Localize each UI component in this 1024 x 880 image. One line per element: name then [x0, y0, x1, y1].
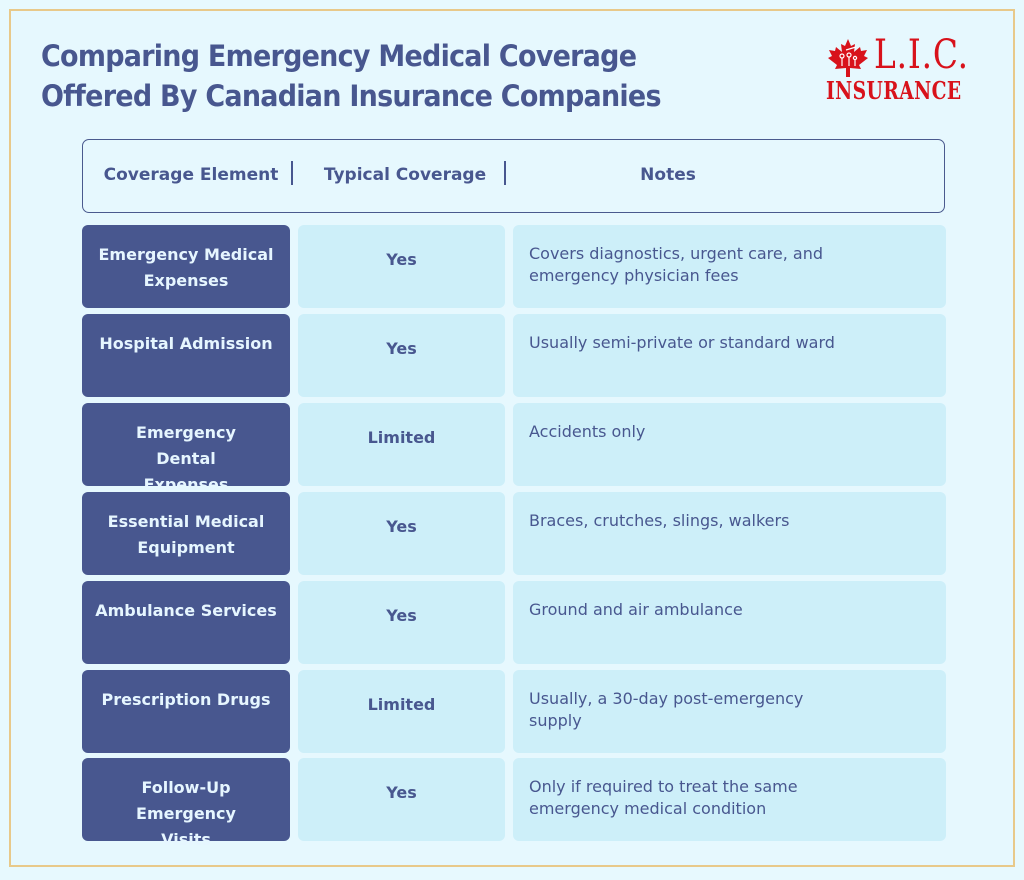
notes-cell: Usually semi-private or standard ward — [513, 314, 946, 397]
notes-cell: Ground and air ambulance — [513, 581, 946, 664]
table-row: Emergency Dental Expenses Limited Accide… — [82, 403, 946, 494]
header-divider — [291, 161, 293, 185]
header-coverage-element: Coverage Element — [103, 165, 279, 185]
notes-text: Usually semi-private or standard ward — [529, 333, 835, 352]
notes-text: Only if required to treat the same emerg… — [529, 777, 798, 818]
typical-coverage-cell: Yes — [298, 492, 505, 575]
coverage-element-cell: Emergency Dental Expenses — [82, 403, 290, 494]
notes-cell: Only if required to treat the same emerg… — [513, 758, 946, 841]
table-row: Hospital Admission Yes Usually semi-priv… — [82, 314, 946, 397]
notes-text: Braces, crutches, slings, walkers — [529, 511, 790, 530]
table-row: Follow-Up Emergency Visits Yes Only if r… — [82, 758, 946, 849]
logo-insurance-text: INSURANCE — [826, 76, 962, 105]
lic-insurance-logo: L.I.C. INSURANCE — [824, 32, 994, 106]
notes-cell: Covers diagnostics, urgent care, and eme… — [513, 225, 946, 308]
table-row: Emergency Medical Expenses Yes Covers di… — [82, 225, 946, 308]
coverage-element-cell: Follow-Up Emergency Visits — [82, 758, 290, 849]
notes-cell: Accidents only — [513, 403, 946, 486]
coverage-element-cell: Essential Medical Equipment — [82, 492, 290, 575]
typical-coverage-cell: Limited — [298, 670, 505, 753]
table-row: Essential Medical Equipment Yes Braces, … — [82, 492, 946, 575]
logo-lic-text: L.I.C. — [874, 32, 969, 78]
notes-cell: Usually, a 30-day post-emergency supply — [513, 670, 946, 753]
typical-coverage-cell: Yes — [298, 581, 505, 664]
maple-leaf-icon — [828, 39, 868, 77]
coverage-element-cell: Emergency Medical Expenses — [82, 225, 290, 308]
header-typical-coverage: Typical Coverage — [323, 165, 487, 185]
header-divider — [504, 161, 506, 185]
table-header: Coverage Element Typical Coverage Notes — [82, 139, 945, 213]
typical-coverage-cell: Yes — [298, 758, 505, 841]
coverage-element-cell: Prescription Drugs — [82, 670, 290, 753]
title-line-2: Offered By Canadian Insurance Companies — [41, 79, 662, 113]
coverage-element-cell: Ambulance Services — [82, 581, 290, 664]
notes-text: Accidents only — [529, 422, 646, 441]
notes-text: Covers diagnostics, urgent care, and eme… — [529, 244, 824, 285]
page-title: Comparing Emergency Medical Coverage Off… — [41, 36, 711, 116]
typical-coverage-cell: Limited — [298, 403, 505, 486]
coverage-element-cell: Hospital Admission — [82, 314, 290, 397]
notes-cell: Braces, crutches, slings, walkers — [513, 492, 946, 575]
title-line-1: Comparing Emergency Medical Coverage — [41, 39, 637, 73]
notes-text: Ground and air ambulance — [529, 600, 743, 619]
table-row: Ambulance Services Yes Ground and air am… — [82, 581, 946, 664]
header-notes: Notes — [640, 165, 696, 185]
table-row: Prescription Drugs Limited Usually, a 30… — [82, 670, 946, 753]
typical-coverage-cell: Yes — [298, 314, 505, 397]
typical-coverage-cell: Yes — [298, 225, 505, 308]
notes-text: Usually, a 30-day post-emergency supply — [529, 689, 804, 730]
